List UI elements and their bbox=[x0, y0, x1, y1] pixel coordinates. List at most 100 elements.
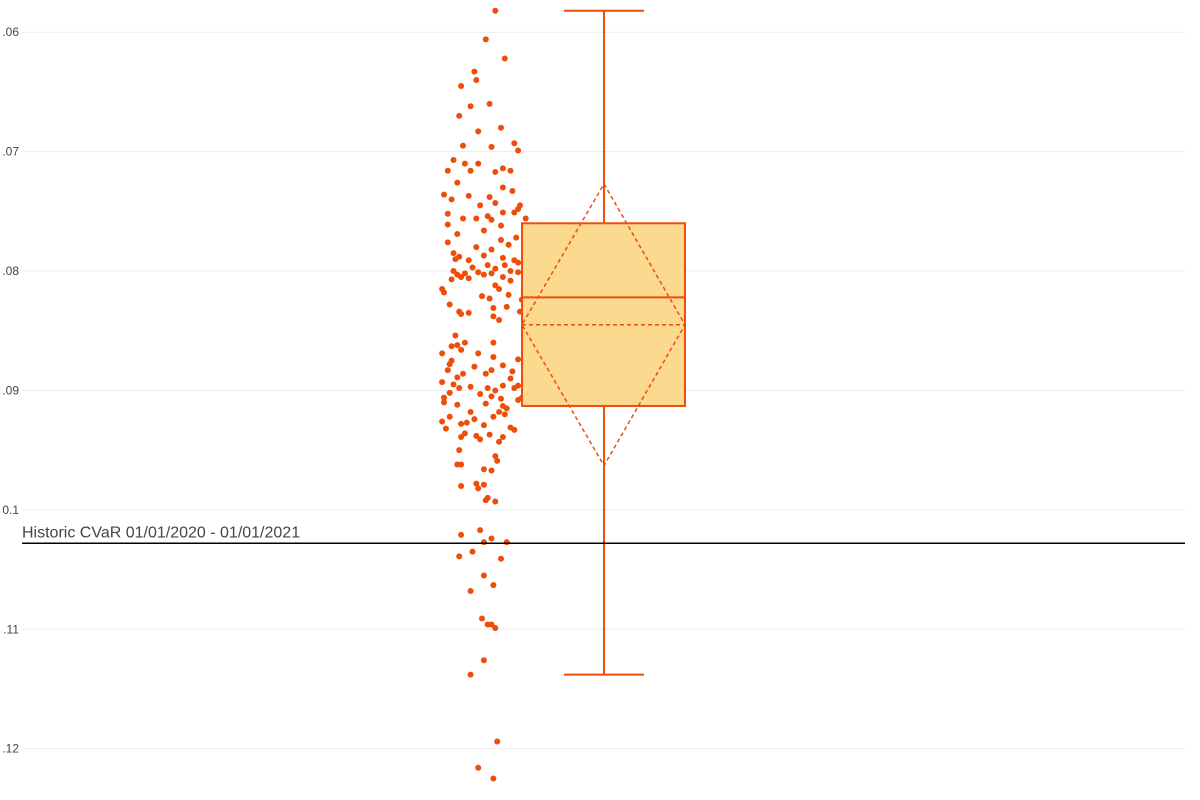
data-point bbox=[456, 112, 463, 119]
data-point bbox=[499, 209, 506, 216]
data-point bbox=[444, 167, 451, 174]
data-point bbox=[505, 291, 512, 298]
data-point bbox=[461, 270, 468, 277]
data-point bbox=[480, 271, 487, 278]
data-point bbox=[450, 250, 457, 257]
data-point bbox=[475, 764, 482, 771]
data-point bbox=[490, 413, 497, 420]
data-point bbox=[490, 305, 497, 312]
data-point bbox=[465, 192, 472, 199]
data-point bbox=[488, 216, 495, 223]
data-point bbox=[458, 434, 465, 441]
data-point bbox=[490, 775, 497, 782]
data-point bbox=[439, 379, 446, 386]
data-point bbox=[501, 262, 508, 269]
data-point bbox=[496, 317, 503, 323]
data-point bbox=[515, 356, 522, 363]
data-point bbox=[479, 615, 485, 622]
box-iqr bbox=[521, 222, 686, 407]
data-point bbox=[444, 367, 451, 374]
data-point bbox=[458, 420, 465, 427]
data-point bbox=[463, 419, 470, 426]
data-point bbox=[456, 553, 463, 560]
data-point bbox=[492, 625, 499, 632]
data-point bbox=[480, 227, 487, 234]
data-point bbox=[446, 361, 453, 368]
data-point bbox=[488, 393, 495, 400]
data-point bbox=[488, 535, 495, 542]
y-tick-label: .07 bbox=[2, 145, 19, 159]
data-point bbox=[461, 430, 468, 437]
data-point bbox=[444, 210, 451, 217]
data-point bbox=[511, 209, 518, 216]
data-point bbox=[496, 285, 503, 292]
data-point bbox=[507, 375, 514, 382]
data-point bbox=[465, 257, 472, 264]
data-point bbox=[511, 426, 518, 433]
data-point bbox=[499, 254, 506, 261]
data-point bbox=[452, 332, 459, 339]
data-point bbox=[509, 368, 516, 375]
data-point bbox=[488, 621, 495, 628]
data-point bbox=[499, 184, 506, 191]
data-point bbox=[480, 466, 487, 473]
data-point bbox=[442, 425, 449, 432]
data-point bbox=[448, 276, 455, 283]
data-point bbox=[441, 289, 447, 296]
y-axis-tick-labels: .06 .07 .08 .09 0.1 .11 .12 bbox=[2, 25, 19, 755]
data-point bbox=[473, 77, 480, 83]
data-point bbox=[473, 244, 480, 251]
data-point bbox=[471, 363, 478, 370]
data-point bbox=[479, 293, 485, 300]
data-point bbox=[484, 213, 491, 220]
data-point bbox=[494, 457, 501, 464]
box-trace bbox=[521, 9, 686, 676]
data-point bbox=[475, 269, 482, 276]
data-point bbox=[492, 168, 499, 175]
data-point bbox=[454, 231, 461, 238]
data-point bbox=[482, 400, 489, 407]
data-point bbox=[511, 140, 518, 147]
data-point bbox=[446, 413, 453, 420]
data-point bbox=[473, 480, 480, 487]
data-point bbox=[507, 277, 514, 284]
data-point bbox=[467, 408, 474, 415]
data-point bbox=[458, 461, 465, 468]
data-point bbox=[475, 160, 482, 167]
data-point bbox=[458, 346, 465, 353]
data-point bbox=[509, 188, 516, 195]
data-point bbox=[439, 418, 446, 425]
data-point bbox=[456, 385, 463, 392]
data-point bbox=[496, 438, 503, 445]
data-point bbox=[477, 527, 484, 534]
data-point bbox=[439, 350, 446, 357]
data-point bbox=[456, 447, 463, 454]
data-point bbox=[450, 268, 457, 275]
data-point bbox=[486, 431, 493, 438]
data-point bbox=[486, 100, 493, 107]
data-point bbox=[492, 453, 499, 460]
y-tick-label: .08 bbox=[2, 264, 19, 278]
data-point bbox=[488, 270, 495, 277]
data-point bbox=[454, 401, 461, 408]
data-point bbox=[490, 582, 497, 589]
data-point bbox=[498, 395, 504, 402]
data-point bbox=[480, 572, 487, 579]
data-point bbox=[498, 222, 504, 229]
data-point bbox=[467, 383, 474, 390]
data-point bbox=[480, 422, 487, 429]
data-point bbox=[461, 339, 468, 346]
data-point bbox=[492, 7, 499, 14]
data-point bbox=[460, 370, 466, 377]
data-point bbox=[471, 68, 478, 75]
data-point bbox=[515, 397, 522, 403]
data-point bbox=[499, 274, 506, 281]
y-tick-label: .12 bbox=[2, 742, 19, 756]
data-point bbox=[492, 199, 499, 206]
reference-line-group: Historic CVaR 01/01/2020 - 01/01/2021 bbox=[22, 524, 1185, 545]
data-point bbox=[477, 202, 484, 209]
data-point bbox=[488, 467, 495, 474]
data-point bbox=[450, 157, 457, 163]
data-point bbox=[488, 143, 495, 150]
